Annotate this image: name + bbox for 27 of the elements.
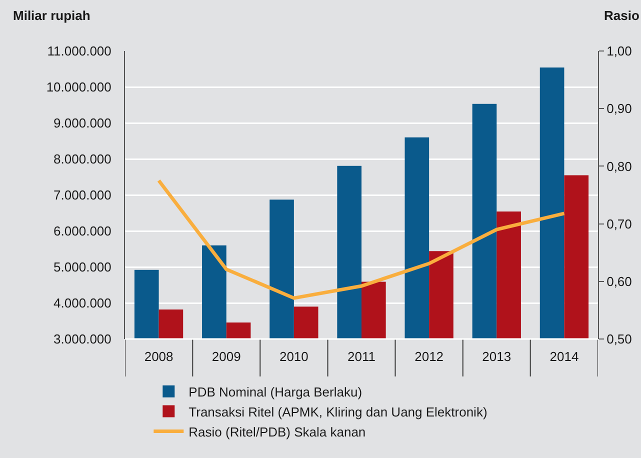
y2-tick-label: 0,90 [606, 101, 632, 116]
x-tick-label: 2008 [144, 349, 174, 364]
y2-axis-title: Rasio [604, 8, 640, 23]
x-tick-label: 2012 [414, 349, 444, 364]
y2-tick-label: 0,60 [606, 274, 632, 289]
y-tick-label: 9.000.000 [54, 116, 112, 131]
y-tick-label: 6.000.000 [54, 224, 112, 239]
x-tick-label: 2014 [550, 349, 579, 364]
x-tick-label: 2010 [279, 349, 308, 364]
y-tick-label: 10.000.000 [46, 80, 112, 95]
y-axis-title: Miliar rupiah [13, 8, 90, 23]
x-tick-label: 2011 [348, 349, 376, 364]
y-tick-label: 5.000.000 [54, 260, 112, 275]
y-tick-label: 7.000.000 [54, 188, 112, 203]
x-tick-label: 2013 [482, 349, 512, 364]
legend-label: Transaksi Ritel (APMK, Kliring dan Uang Elektronik) [188, 404, 488, 420]
legend-label: Rasio (Ritel/PDB) Skala kanan [188, 424, 366, 440]
y2-tick-label: 0,50 [606, 332, 632, 347]
y-tick-label: 3.000.000 [54, 332, 112, 347]
y-tick-label: 8.000.000 [54, 152, 112, 167]
y-tick-label: 4.000.000 [54, 296, 112, 311]
y-tick-label: 11.000.000 [47, 44, 112, 59]
y2-tick-label: 0,80 [606, 158, 632, 174]
y2-tick-label: 0,70 [606, 216, 632, 232]
y2-tick-label: 1,00 [606, 44, 632, 59]
x-tick-label: 2009 [212, 349, 241, 364]
legend-label: PDB Nominal (Harga Berlaku) [188, 384, 362, 400]
